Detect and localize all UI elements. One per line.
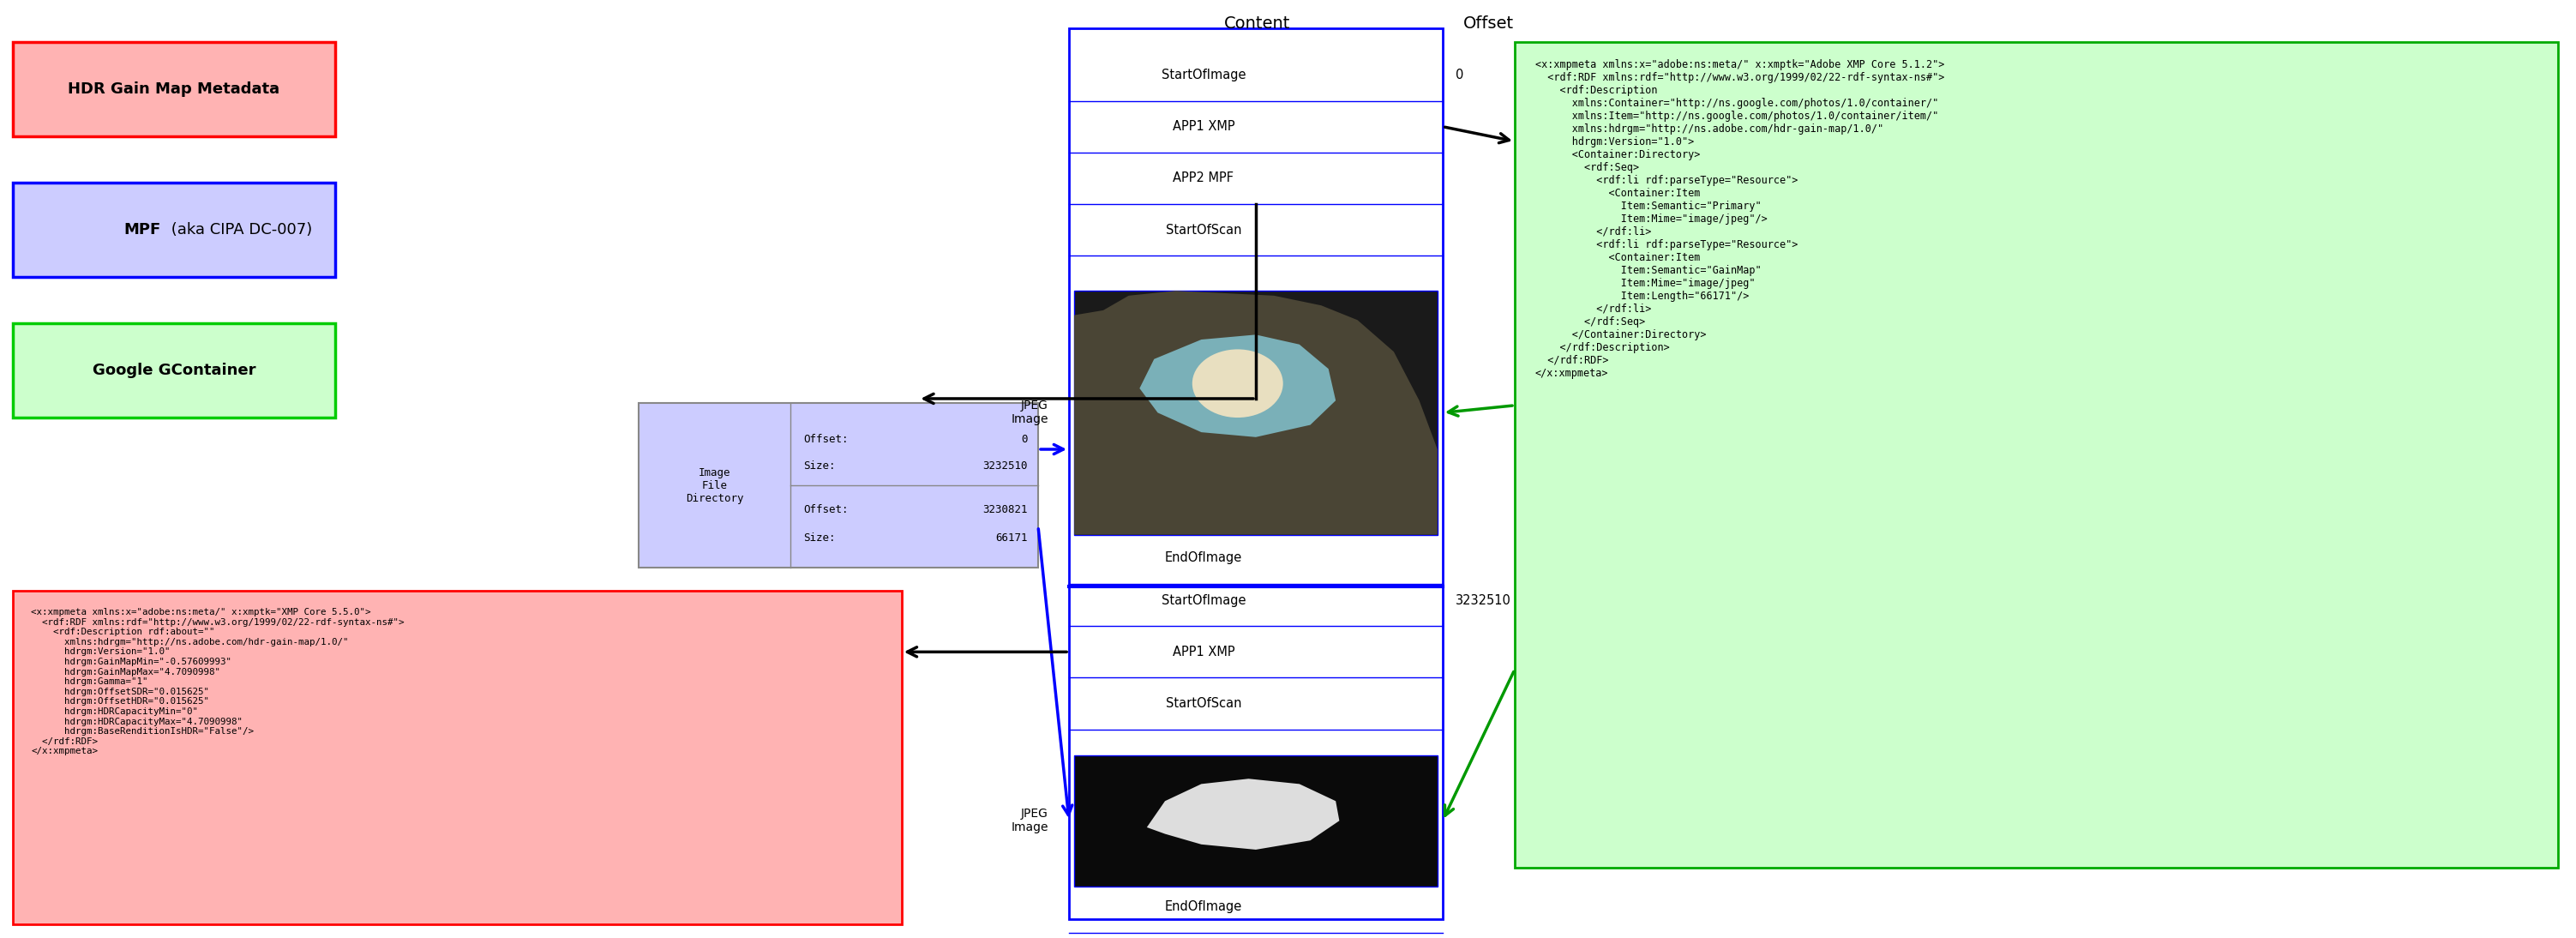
FancyBboxPatch shape [639, 403, 1038, 567]
Text: Offset: Offset [1463, 15, 1515, 32]
FancyBboxPatch shape [13, 42, 335, 136]
Text: 66171: 66171 [997, 533, 1028, 543]
Text: StartOfImage: StartOfImage [1162, 594, 1247, 607]
Text: Offset:: Offset: [804, 434, 848, 445]
Text: (aka CIPA DC-007): (aka CIPA DC-007) [165, 222, 312, 237]
Text: StartOfScan: StartOfScan [1164, 697, 1242, 710]
FancyBboxPatch shape [1074, 291, 1437, 535]
Ellipse shape [1193, 349, 1283, 417]
Text: Size:: Size: [804, 461, 835, 471]
Text: EndOfImage: EndOfImage [1164, 900, 1242, 914]
Text: 3232510: 3232510 [984, 461, 1028, 471]
Text: Offset:: Offset: [804, 505, 848, 516]
Text: JPEG
Image: JPEG Image [1012, 400, 1048, 426]
Text: HDR Gain Map Metadata: HDR Gain Map Metadata [67, 82, 281, 97]
Polygon shape [1139, 335, 1337, 437]
Text: JPEG
Image: JPEG Image [1012, 808, 1048, 834]
FancyBboxPatch shape [1069, 28, 1443, 919]
Text: 0: 0 [1023, 434, 1028, 445]
Text: Image
File
Directory: Image File Directory [685, 467, 744, 504]
FancyBboxPatch shape [13, 591, 902, 924]
FancyBboxPatch shape [13, 183, 335, 277]
FancyBboxPatch shape [1515, 42, 2558, 868]
Text: 3230821: 3230821 [984, 505, 1028, 516]
Text: APP1 XMP: APP1 XMP [1172, 120, 1234, 133]
Text: StartOfScan: StartOfScan [1164, 223, 1242, 236]
Text: 3232510: 3232510 [1455, 594, 1512, 607]
Polygon shape [1074, 291, 1437, 535]
Text: StartOfImage: StartOfImage [1162, 68, 1247, 82]
FancyBboxPatch shape [13, 324, 335, 417]
Text: EndOfImage: EndOfImage [1164, 552, 1242, 565]
Text: <x:xmpmeta xmlns:x="adobe:ns:meta/" x:xmptk="XMP Core 5.5.0">
  <rdf:RDF xmlns:r: <x:xmpmeta xmlns:x="adobe:ns:meta/" x:xm… [31, 608, 404, 756]
Text: <x:xmpmeta xmlns:x="adobe:ns:meta/" x:xmptk="Adobe XMP Core 5.1.2">
  <rdf:RDF x: <x:xmpmeta xmlns:x="adobe:ns:meta/" x:xm… [1535, 59, 1945, 379]
FancyBboxPatch shape [1074, 755, 1437, 886]
Text: Content: Content [1224, 15, 1291, 32]
Text: 0: 0 [1455, 68, 1463, 82]
Text: APP1 XMP: APP1 XMP [1172, 645, 1234, 658]
Text: MPF: MPF [124, 222, 160, 237]
Polygon shape [1146, 779, 1340, 850]
Text: Google GContainer: Google GContainer [93, 363, 255, 378]
Text: Size:: Size: [804, 533, 835, 543]
Text: APP2 MPF: APP2 MPF [1172, 172, 1234, 185]
